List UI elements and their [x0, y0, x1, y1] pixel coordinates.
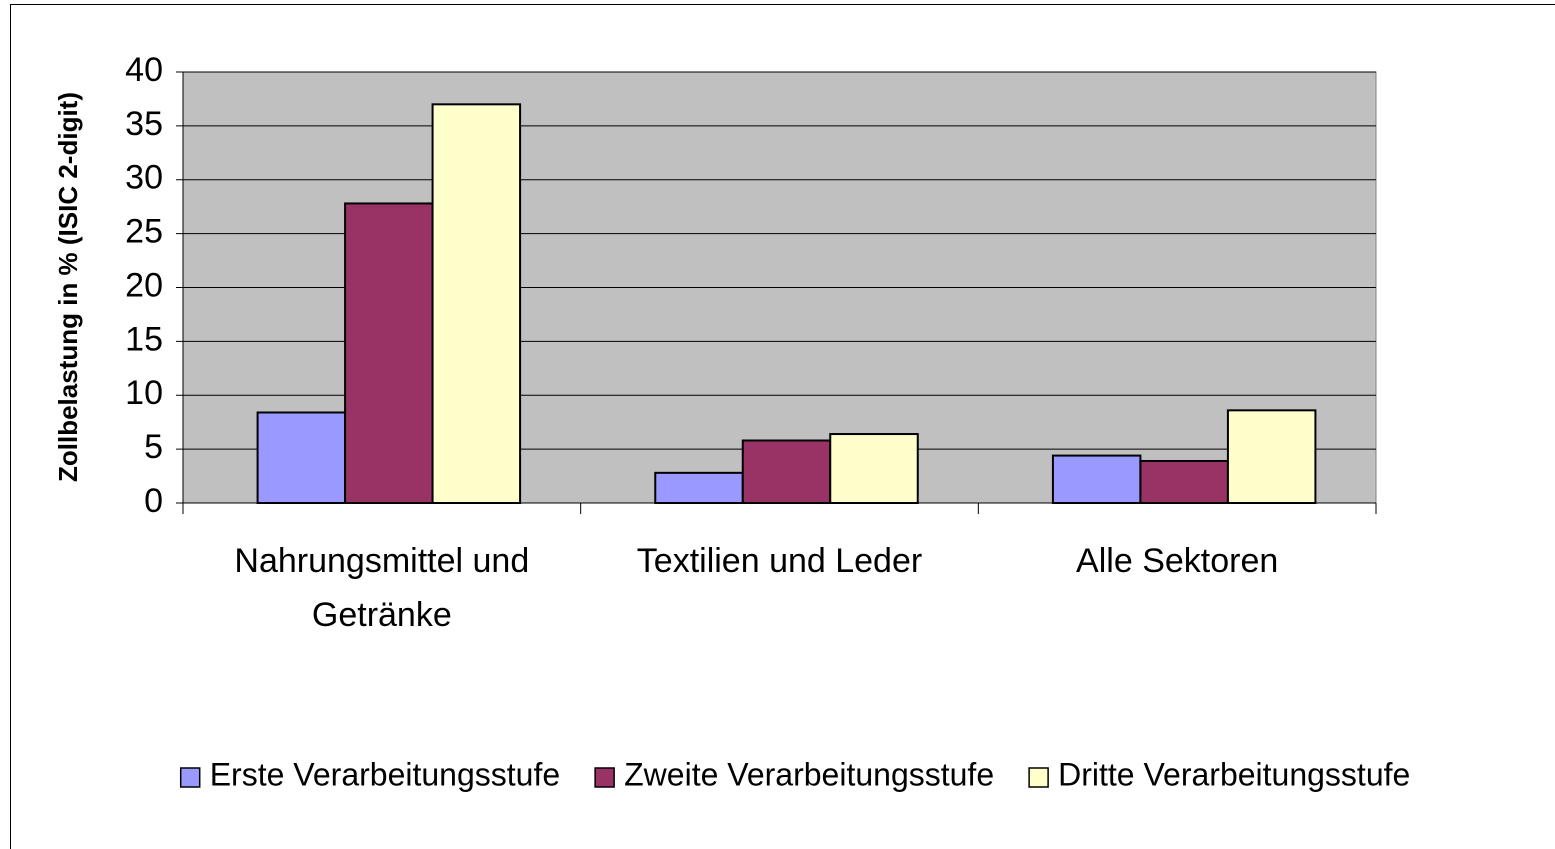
bar	[344, 202, 434, 505]
legend-swatch	[1028, 767, 1049, 788]
bar	[829, 433, 919, 505]
legend-label: Dritte Verarbeitungsstufe	[1058, 756, 1410, 792]
y-axis-label: Zollbelastung in % (ISIC 2-digit)	[53, 92, 83, 482]
legend-label: Erste Verarbeitungsstufe	[210, 756, 560, 792]
x-tick-label-line: Getränke	[312, 596, 452, 634]
legend-swatch	[594, 767, 615, 788]
y-tick-label: 40	[125, 51, 163, 89]
bar	[1051, 454, 1142, 504]
bar	[256, 411, 347, 504]
y-tick-label: 20	[125, 266, 163, 304]
legend: Erste Verarbeitungsstufe Zweite Verarbeit…	[179, 756, 1410, 792]
bar	[1226, 409, 1317, 504]
y-tick-label: 5	[144, 428, 163, 466]
bar	[431, 103, 522, 504]
y-tick-label: 15	[125, 320, 163, 358]
x-tick-label: Nahrungsmittel und Getränke	[234, 542, 529, 634]
legend-swatch	[179, 767, 201, 788]
bar	[1139, 459, 1229, 505]
legend-label: Zweite Verarbeitungsstufe	[624, 756, 994, 792]
y-tick-label: 0	[144, 482, 163, 520]
x-tick-label: Alle Sektoren	[1076, 542, 1278, 580]
x-tick-label-line: Nahrungsmittel und	[234, 542, 529, 580]
y-tick-label: 30	[125, 159, 163, 197]
y-tick-label: 25	[125, 213, 163, 251]
y-tick-label: 10	[125, 374, 163, 412]
y-tick-label: 35	[125, 105, 163, 143]
x-tick-label: Textilien und Leder	[637, 542, 922, 580]
bar	[654, 471, 744, 504]
bar	[741, 439, 832, 505]
